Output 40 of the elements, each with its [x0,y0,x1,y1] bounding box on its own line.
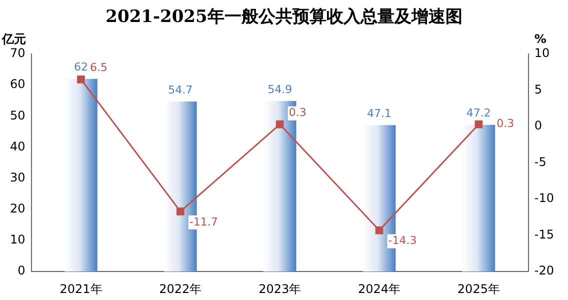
y2-tick-label: -20 [534,264,554,278]
chart-title: 2021-2025年一般公共预算收入总量及增速图 [104,6,464,29]
x-tick-label: 2024年 [358,282,401,296]
y-axis-title: 亿元 [1,32,26,46]
point [474,120,483,128]
y2-tick-label: -15 [534,227,554,242]
y-tick-label: 70 [10,46,26,60]
data-label: 0.3 [288,106,306,120]
data-label: 54.7 [168,83,193,96]
data-label: 47.2 [466,106,491,120]
bar [64,78,98,272]
y2-axis-title: % [534,32,546,46]
data-label: 62 [74,60,88,74]
point [176,207,184,216]
y2-tick-label: -5 [534,154,546,169]
data-label: -14.3 [388,234,417,248]
y2-tick-label: 10 [534,46,550,60]
data-label: 54.9 [268,82,292,96]
data-label: -11.7 [189,215,218,228]
point [276,120,284,128]
point [375,226,384,234]
y-tick-label: 10 [10,232,26,247]
y-tick-label: 0 [18,264,26,278]
y2-tick-label: 0 [534,118,542,133]
x-tick-label: 2023年 [258,282,302,296]
x-tick-label: 2022年 [159,282,202,296]
y-tick-label: 20 [10,202,26,216]
data-label: 0.3 [496,117,514,130]
y-tick-label: 40 [10,139,26,154]
data-label: 6.5 [90,61,108,74]
x-tick-label: 2021年 [60,282,102,296]
bar [462,124,496,272]
x-tick-label: 2025年 [457,282,500,296]
data-label: 47.1 [367,107,392,120]
y-tick-label: 30 [10,170,26,184]
y2-tick-label: -10 [534,191,554,206]
point [77,75,85,84]
y2-tick-label: 5 [534,82,542,96]
y-tick-label: 60 [10,77,26,92]
y-tick-label: 50 [10,108,26,122]
